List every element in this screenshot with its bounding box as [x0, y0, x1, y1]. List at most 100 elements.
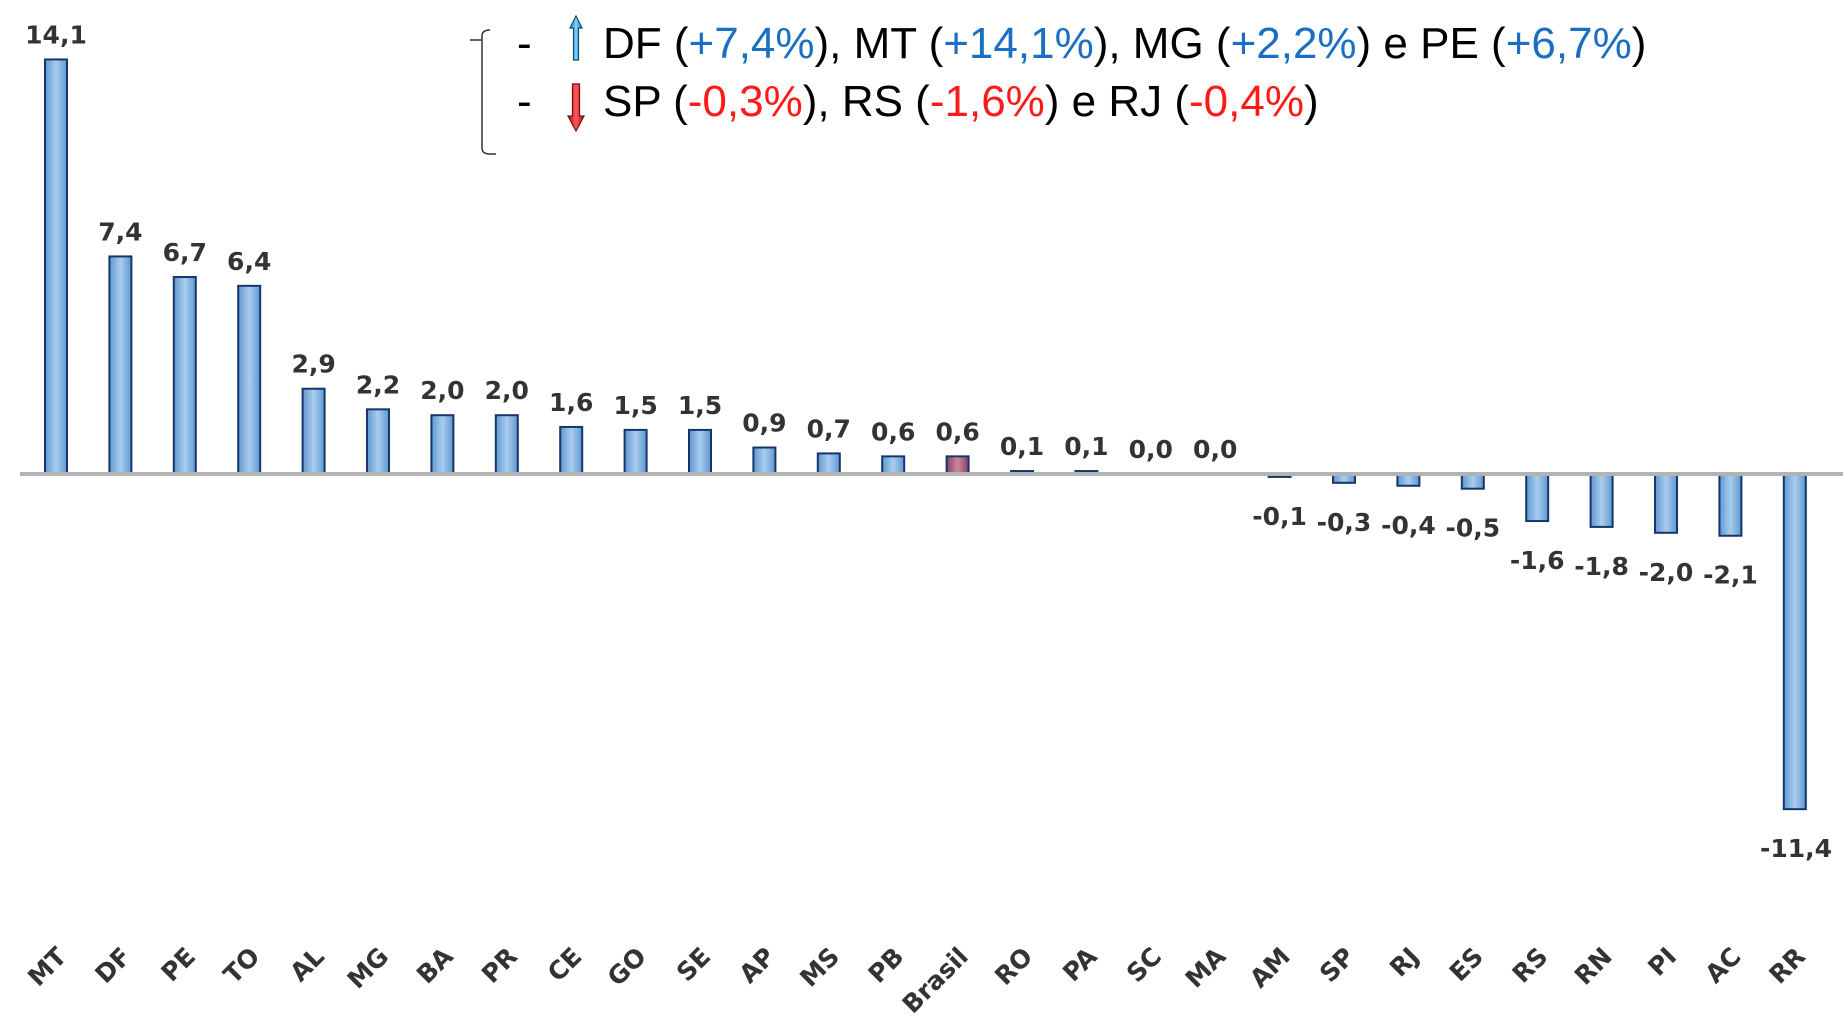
value-label-ce: 1,6 — [549, 388, 593, 417]
legend-segment: ), MT ( — [815, 19, 944, 68]
legend-segment: ), RS ( — [803, 77, 930, 126]
category-label-mt: MT — [22, 942, 72, 992]
legend-segment: ) e RJ ( — [1045, 77, 1190, 126]
legend-segment: +7,4% — [689, 19, 815, 68]
value-label-ap: 0,9 — [742, 409, 786, 438]
value-label-ac: -2,1 — [1703, 561, 1758, 590]
arrow-up-icon — [569, 14, 583, 61]
value-label-sp: -0,3 — [1317, 508, 1372, 537]
legend-segment: SP ( — [603, 77, 688, 126]
legend-segment: +2,2% — [1231, 19, 1357, 68]
category-label-go: GO — [602, 942, 652, 992]
category-label-mg: MG — [342, 942, 395, 995]
category-label-df: DF — [89, 942, 136, 989]
bar-pb — [881, 455, 906, 475]
value-label-rn: -1,8 — [1574, 552, 1629, 581]
legend-segment: ) e PE ( — [1357, 19, 1506, 68]
value-label-sc: 0,0 — [1129, 435, 1173, 464]
category-label-sp: SP — [1314, 942, 1360, 988]
value-label-ba: 2,0 — [420, 376, 464, 405]
legend-segment: -1,6% — [930, 77, 1045, 126]
bar-series — [44, 58, 1807, 811]
category-label-ce: CE — [542, 942, 588, 988]
value-label-mt: 14,1 — [25, 20, 87, 49]
legend-segment: +6,7% — [1506, 19, 1632, 68]
category-label-es: ES — [1444, 942, 1489, 987]
value-label-rr: -11,4 — [1760, 834, 1832, 863]
bar-to — [237, 284, 262, 475]
legend-segment: ), MG ( — [1094, 19, 1231, 68]
value-label-pi: -2,0 — [1639, 558, 1694, 587]
value-label-pb: 0,6 — [871, 417, 915, 446]
value-label-ro: 0,1 — [1000, 432, 1044, 461]
value-label-ms: 0,7 — [807, 414, 851, 443]
bar-df — [108, 255, 133, 475]
legend: - DF (+7,4%), MT (+14,1%), MG (+2,2%) e P… — [470, 14, 1646, 155]
value-label-pa: 0,1 — [1064, 432, 1108, 461]
bar-ms — [816, 452, 841, 476]
value-label-al: 2,9 — [291, 350, 335, 379]
value-label-rs: -1,6 — [1510, 546, 1565, 575]
legend-line-1: DF (+7,4%), MT (+14,1%), MG (+2,2%) e PE… — [603, 19, 1646, 68]
data-labels: 14,1 7,4 6,7 6,4 2,9 2,2 2,0 2,0 1,6 1,5 1,5 0,9 0,7… — [25, 20, 1832, 863]
category-label-pi: PI — [1642, 942, 1682, 982]
value-label-am: -0,1 — [1252, 502, 1307, 531]
value-label-mg: 2,2 — [356, 370, 400, 399]
bar-pi — [1654, 473, 1678, 534]
value-label-es: -0,5 — [1445, 514, 1500, 543]
value-label-to: 6,4 — [227, 247, 271, 276]
bar-ac — [1718, 473, 1743, 537]
value-label-pe: 6,7 — [163, 238, 207, 267]
category-label-ms: MS — [794, 942, 845, 993]
arrow-down-icon — [567, 83, 585, 133]
bar-ap — [752, 446, 777, 476]
category-label-se: SE — [671, 942, 716, 987]
value-label-ma: 0,0 — [1193, 435, 1237, 464]
category-label-brasil: Brasil — [897, 942, 974, 1019]
category-label-to: TO — [218, 942, 266, 990]
legend-segment: DF ( — [603, 19, 689, 68]
bar-go — [623, 428, 648, 475]
category-label-al: AL — [284, 942, 330, 988]
bar-brasil — [945, 455, 970, 475]
category-label-sc: SC — [1121, 942, 1167, 988]
legend-segment: -0,4% — [1189, 77, 1304, 126]
category-label-am: AM — [1244, 942, 1296, 994]
category-label-ap: AP — [733, 942, 780, 989]
value-label-brasil: 0,6 — [935, 417, 979, 446]
category-label-rr: RR — [1763, 942, 1811, 990]
value-label-go: 1,5 — [613, 391, 657, 420]
category-label-ma: MA — [1180, 941, 1232, 993]
category-label-rn: RN — [1569, 942, 1618, 991]
category-label-ac: AC — [1699, 942, 1746, 989]
legend-bullet-dash: - — [517, 19, 532, 68]
legend-segment: ) — [1304, 77, 1319, 126]
legend-segment: +14,1% — [943, 19, 1093, 68]
bar-rs — [1525, 473, 1550, 523]
bar-mg — [366, 408, 390, 476]
bar-rn — [1589, 473, 1614, 528]
bar-es — [1460, 473, 1485, 490]
category-label-ro: RO — [989, 942, 1038, 991]
category-label-pb: PB — [862, 942, 909, 989]
legend-bracket — [470, 29, 496, 155]
bar-pe — [172, 276, 197, 475]
category-label-ba: BA — [411, 941, 459, 989]
category-label-rs: RS — [1507, 942, 1554, 989]
bar-al — [301, 387, 326, 475]
value-label-se: 1,5 — [678, 391, 722, 420]
value-label-pr: 2,0 — [485, 376, 529, 405]
bar-mt — [44, 58, 68, 476]
value-label-df: 7,4 — [98, 217, 142, 246]
category-label-pa: PA — [1057, 941, 1103, 987]
category-label-rj: RJ — [1384, 942, 1425, 983]
category-label-pe: PE — [156, 942, 202, 988]
bar-rr — [1782, 473, 1807, 811]
bar-ba — [430, 414, 455, 476]
legend-bullet-dash: - — [517, 77, 532, 126]
bar-pr — [494, 414, 519, 476]
bar-se — [688, 428, 712, 475]
category-label-pr: PR — [476, 942, 523, 989]
